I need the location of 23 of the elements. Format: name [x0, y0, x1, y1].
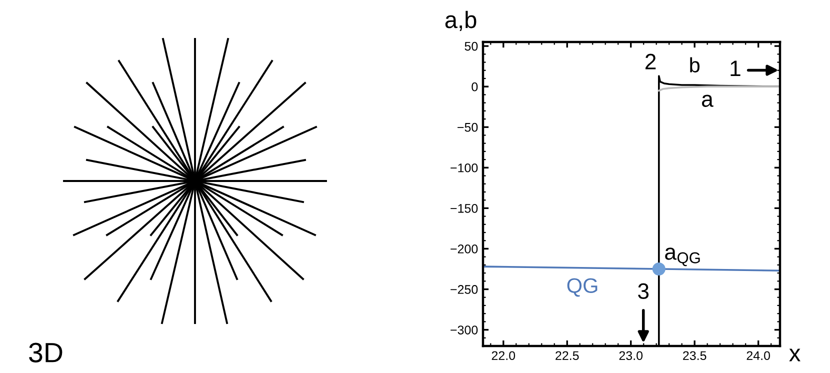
- x-tick-label: 22.5: [556, 351, 579, 360]
- y-tick-label: −100: [450, 163, 478, 172]
- y-axis-title: a,b: [445, 10, 476, 31]
- y-tick-label: 50: [464, 42, 478, 51]
- x-tick-label: 24.0: [746, 351, 770, 360]
- y-tick-label: 0: [472, 82, 478, 92]
- x-tick-label: 23.5: [683, 351, 706, 360]
- annotation: 2: [646, 54, 656, 70]
- x-tick-label: 22.0: [492, 351, 516, 360]
- series-label: QG: [567, 278, 598, 297]
- x-tick-label: 23.0: [619, 351, 643, 360]
- annotation: 3: [638, 283, 649, 300]
- y-tick-label: −200: [450, 244, 478, 254]
- annotation: a$_{QG}$: [665, 248, 700, 266]
- y-tick-label: −150: [450, 204, 478, 213]
- y-tick-label: −250: [450, 285, 478, 294]
- annotation: 1: [730, 60, 740, 76]
- y-tick-label: −300: [450, 326, 478, 334]
- x-axis-title: x: [789, 348, 800, 362]
- y-tick-label: −50: [458, 122, 478, 132]
- text: 3D: [29, 342, 62, 362]
- annotation: a: [702, 94, 714, 107]
- legend-label: b: [690, 57, 700, 73]
